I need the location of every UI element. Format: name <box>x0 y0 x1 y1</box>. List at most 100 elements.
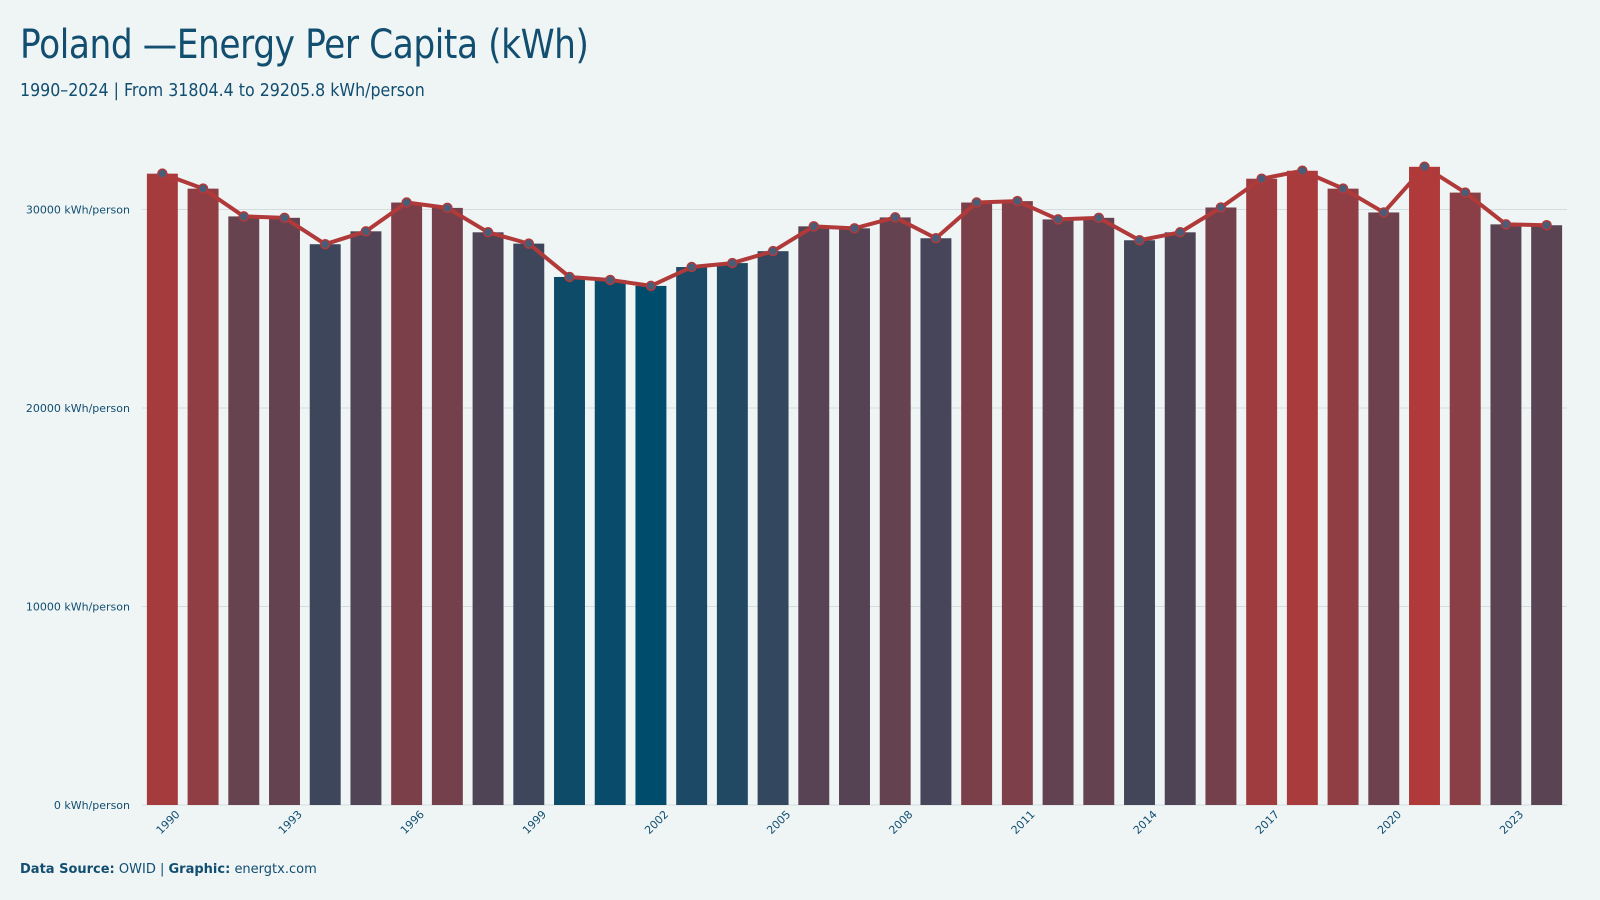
point-1998 <box>482 227 494 238</box>
point-1994 <box>319 238 331 250</box>
point-2014 <box>1134 234 1145 246</box>
bar-2008 <box>879 217 911 805</box>
point-2023 <box>1500 219 1512 230</box>
bar-2017 <box>1246 178 1278 805</box>
x-tick-label: 2011 <box>1009 808 1038 837</box>
footer-separator: | <box>159 862 165 877</box>
bar-2013 <box>1083 217 1115 805</box>
bar-2021 <box>1409 166 1440 805</box>
point-1991 <box>197 183 209 194</box>
bar-2010 <box>961 202 993 805</box>
point-2019 <box>1337 183 1349 194</box>
bar-2003 <box>676 267 708 805</box>
bar-2004 <box>716 263 748 806</box>
x-tick-label: 1999 <box>520 808 549 837</box>
bar-2024 <box>1531 225 1563 806</box>
bar-2023 <box>1490 224 1522 806</box>
point-1999 <box>523 238 535 249</box>
y-tick-label: 10000 kWh/person <box>26 600 130 613</box>
bar-2011 <box>1001 201 1033 805</box>
point-2012 <box>1052 214 1064 225</box>
bar-series <box>146 166 1563 806</box>
point-2011 <box>1012 195 1023 207</box>
point-2018 <box>1297 165 1308 177</box>
bar-1996 <box>391 202 423 805</box>
point-2021 <box>1419 161 1430 173</box>
point-2013 <box>1093 212 1105 224</box>
bar-1990 <box>146 173 178 805</box>
bar-2018 <box>1286 170 1318 805</box>
chart-subtitle: 1990–2024 | From 31804.4 to 29205.8 kWh/… <box>20 80 425 101</box>
bar-2001 <box>594 279 626 805</box>
bar-2019 <box>1327 188 1359 805</box>
graphic-label: Graphic: <box>168 862 231 877</box>
bar-2009 <box>920 238 952 805</box>
line-series <box>157 161 1552 292</box>
y-tick-label: 30000 kWh/person <box>26 203 130 216</box>
point-2020 <box>1378 207 1390 218</box>
point-1993 <box>279 212 290 224</box>
x-tick-label: 1996 <box>398 808 427 837</box>
bar-2000 <box>554 276 585 805</box>
y-tick-label: 0 kWh/person <box>54 799 130 812</box>
bar-2014 <box>1124 240 1155 805</box>
y-axis: 0 kWh/person 10000 kWh/person 20000 kWh/pe… <box>26 203 130 812</box>
chart-title: Poland —Energy Per Capita (kWh) <box>20 22 589 68</box>
bar-1998 <box>472 232 504 805</box>
point-1997 <box>442 202 453 214</box>
x-axis: 1990 1993 1996 1999 2002 2005 2008 2011 2014 2017… <box>154 808 1527 837</box>
point-2002 <box>645 280 657 292</box>
x-tick-label: 2020 <box>1375 808 1404 837</box>
x-tick-label: 2023 <box>1497 808 1526 837</box>
point-1992 <box>238 211 250 222</box>
x-tick-label: 1990 <box>154 808 183 837</box>
point-2024 <box>1541 219 1552 231</box>
x-tick-label: 2002 <box>642 808 671 837</box>
bar-2002 <box>635 285 667 806</box>
bar-1991 <box>187 188 219 805</box>
point-2005 <box>767 245 779 257</box>
x-tick-label: 2017 <box>1253 808 1282 837</box>
y-tick-label: 20000 kWh/person <box>26 402 130 415</box>
bar-1997 <box>431 207 463 806</box>
point-1995 <box>360 226 372 237</box>
bar-1992 <box>228 216 260 806</box>
point-2016 <box>1215 202 1227 213</box>
point-2009 <box>930 233 942 244</box>
bar-2005 <box>757 251 789 805</box>
point-1990 <box>157 168 168 179</box>
x-tick-label: 2014 <box>1131 808 1160 837</box>
bar-1999 <box>513 243 545 805</box>
source-footer: Data Source: OWID | Graphic: energtx.com <box>20 862 317 877</box>
bar-1994 <box>309 244 341 805</box>
source-value: OWID <box>118 862 156 877</box>
bar-2016 <box>1205 207 1237 805</box>
point-1996 <box>401 197 412 208</box>
point-2017 <box>1256 173 1267 184</box>
source-label: Data Source: <box>20 862 115 877</box>
point-2006 <box>808 221 820 232</box>
bar-1995 <box>350 231 382 806</box>
point-2007 <box>849 223 860 234</box>
bar-2015 <box>1164 232 1196 805</box>
bar-2020 <box>1368 212 1400 806</box>
point-2003 <box>686 261 697 273</box>
point-2000 <box>564 271 575 283</box>
point-2022 <box>1459 187 1471 198</box>
bar-2006 <box>798 226 830 805</box>
x-tick-label: 2005 <box>764 808 793 837</box>
point-2004 <box>727 257 738 269</box>
bar-2007 <box>839 228 870 805</box>
bar-2022 <box>1449 192 1481 805</box>
point-2010 <box>971 197 982 208</box>
point-2001 <box>604 274 616 286</box>
point-2015 <box>1174 227 1186 238</box>
x-tick-label: 2008 <box>886 808 915 837</box>
graphic-value: energtx.com <box>234 862 317 877</box>
point-2008 <box>889 212 901 223</box>
x-tick-label: 1993 <box>276 808 305 837</box>
bar-1993 <box>269 217 300 805</box>
bar-2012 <box>1042 219 1074 806</box>
